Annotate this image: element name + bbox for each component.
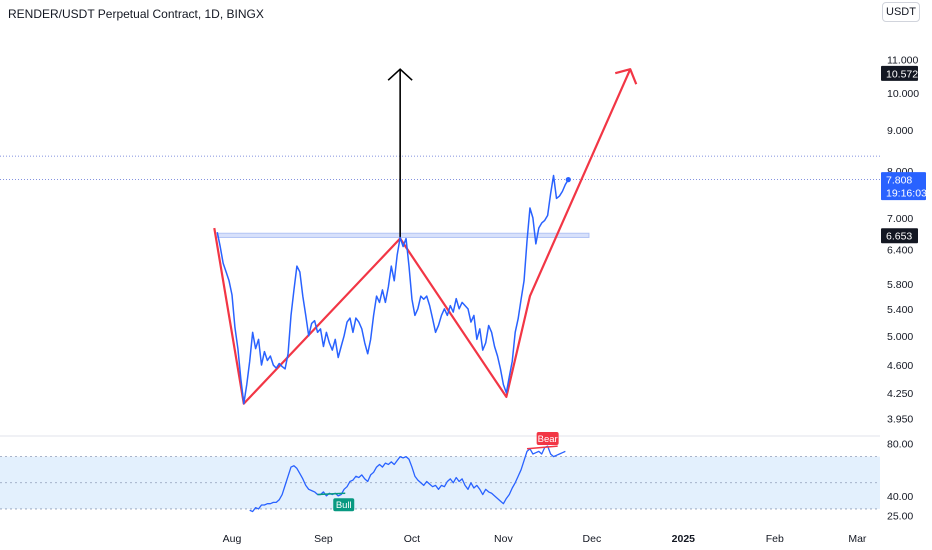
last-price-dot [565,177,571,183]
rsi-band-layer [0,435,880,510]
price-tick-label: 7.000 [887,213,913,225]
bull-signal-label: Bull [336,500,352,511]
price-label: 6.653 [886,231,912,243]
time-axis[interactable]: Aug Sep Oct Nov Dec 2025 Feb Mar [223,533,867,545]
rsi-series-layer: Bull Bear [249,432,566,513]
time-tick-label: Sep [314,533,333,545]
price-label-bg [881,65,918,81]
price-label: 10.572 [886,68,918,80]
time-tick-label: Oct [404,533,420,545]
time-tick-label: Nov [494,533,513,545]
annotation-layer [0,68,880,405]
time-tick-label: Aug [223,533,242,545]
last-price-label-bg [881,172,926,201]
bear-divergence-line [526,445,558,450]
rsi-tick-label: 80.00 [887,439,913,451]
target-arrowhead [614,68,638,85]
price-tick-label: 4.250 [887,388,913,400]
price-tick-label: 9.000 [887,125,913,137]
countdown-label: 19:16:03 [886,188,927,200]
resistance-zone [216,232,590,238]
rsi-tick-label: 25.00 [887,510,913,522]
price-tick-label: 5.400 [887,304,913,316]
bull-divergence-line [317,492,346,496]
w-pattern-line [213,68,632,405]
rsi-tick-label: 40.00 [887,491,913,503]
time-tick-label: 2025 [672,533,696,545]
price-tick-label: 5.800 [887,279,913,291]
price-axis[interactable]: 11.00010.0009.0008.0007.0006.4005.8005.4… [887,54,919,425]
price-line [216,174,569,405]
time-tick-label: Dec [583,533,602,545]
last-price-label: 7.808 [886,175,912,187]
chart-title: RENDER/USDT Perpetual Contract, 1D, BING… [8,7,264,21]
price-label-bg [881,228,918,244]
time-tick-label: Feb [766,533,784,545]
bear-signal-label: Bear [538,434,558,445]
rsi-line [249,445,566,513]
price-tick-label: 3.950 [887,413,913,425]
price-tick-label: 11.000 [887,54,918,66]
bull-signal-badge [333,498,355,512]
price-tick-label: 4.600 [887,360,913,372]
price-series-layer [216,174,571,405]
price-tick-label: 6.400 [887,244,913,256]
measured-move-arrowhead [387,68,413,81]
price-tick-label: 10.000 [887,88,919,100]
price-tick-label: 5.000 [887,331,913,343]
rsi-axis[interactable]: 80.00 40.00 25.00 [887,439,913,523]
bear-signal-badge [536,432,559,445]
time-tick-label: Mar [848,533,867,545]
currency-button[interactable]: USDT [882,2,920,22]
